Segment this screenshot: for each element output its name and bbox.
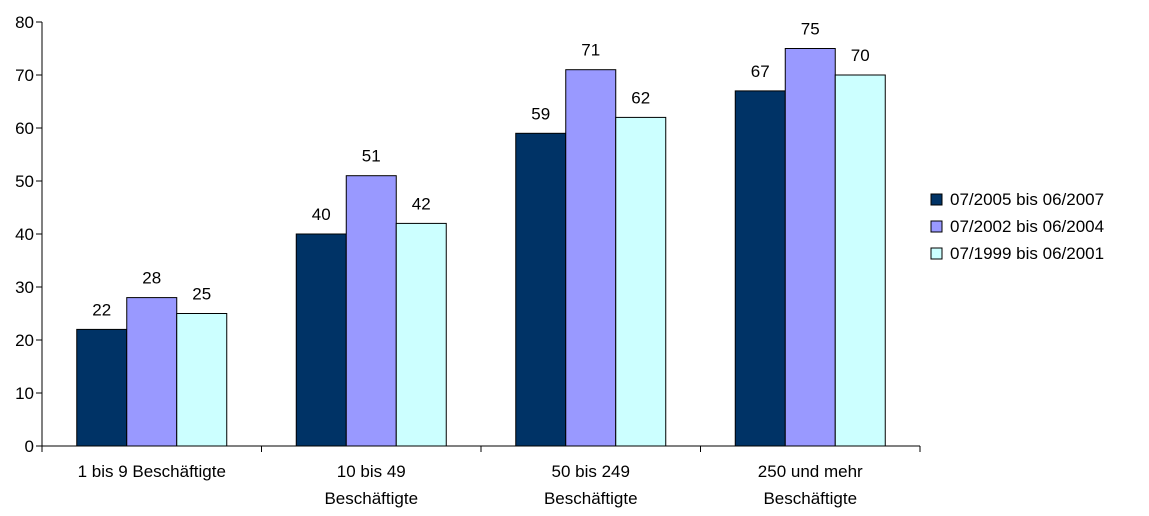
data-label: 70	[851, 46, 870, 65]
legend-label: 07/2005 bis 06/2007	[950, 190, 1104, 209]
x-category-label: Beschäftigte	[544, 489, 638, 508]
bar	[176, 313, 228, 447]
data-label: 67	[751, 62, 770, 81]
y-tick-label: 60	[15, 119, 34, 138]
x-category-label: Beschäftigte	[324, 489, 418, 508]
data-label: 75	[801, 20, 820, 39]
bar	[515, 132, 567, 447]
x-category-label: Beschäftigte	[763, 489, 857, 508]
bar	[565, 69, 617, 447]
data-label: 22	[92, 300, 111, 319]
y-tick-label: 80	[15, 13, 34, 32]
y-tick-label: 70	[15, 66, 34, 85]
data-label: 59	[531, 104, 550, 123]
bar	[615, 116, 667, 447]
bar	[76, 328, 128, 447]
legend: 07/2005 bis 06/2007 07/2002 bis 06/2004 07…	[930, 190, 1104, 263]
bar	[345, 175, 397, 447]
y-axis: 0 10 20 30 40 50 60 70 80	[15, 13, 43, 456]
legend-swatch	[930, 193, 943, 206]
legend-label: 07/1999 bis 06/2001	[950, 244, 1104, 263]
bars	[76, 48, 886, 447]
y-tick-label: 50	[15, 172, 34, 191]
y-tick-label: 0	[25, 437, 34, 456]
bar	[834, 74, 886, 447]
data-label: 25	[192, 285, 211, 304]
bar	[784, 48, 836, 447]
data-label: 40	[312, 205, 331, 224]
data-label: 62	[631, 88, 650, 107]
bar	[395, 222, 447, 447]
data-label: 28	[142, 269, 161, 288]
data-labels: 22 28 25 40 51 42 59 71 62 67 75 70	[92, 20, 869, 320]
bar	[126, 297, 178, 447]
x-category-label: 50 bis 249	[552, 462, 630, 481]
x-category-label: 10 bis 49	[337, 462, 406, 481]
bar	[734, 90, 786, 447]
y-tick-label: 20	[15, 331, 34, 350]
data-label: 51	[362, 147, 381, 166]
y-tick-label: 10	[15, 384, 34, 403]
y-tick-label: 30	[15, 278, 34, 297]
legend-swatch	[930, 247, 943, 260]
data-label: 71	[581, 41, 600, 60]
x-category-label: 250 und mehr	[758, 462, 863, 481]
legend-label: 07/2002 bis 06/2004	[950, 217, 1104, 236]
legend-swatch	[930, 220, 943, 233]
data-label: 42	[412, 194, 431, 213]
x-category-label: 1 bis 9 Beschäftigte	[78, 462, 226, 481]
bar	[295, 233, 347, 447]
x-axis: 1 bis 9 Beschäftigte 10 bis 49 Beschäftigt…	[41, 445, 921, 508]
y-tick-label: 40	[15, 225, 34, 244]
